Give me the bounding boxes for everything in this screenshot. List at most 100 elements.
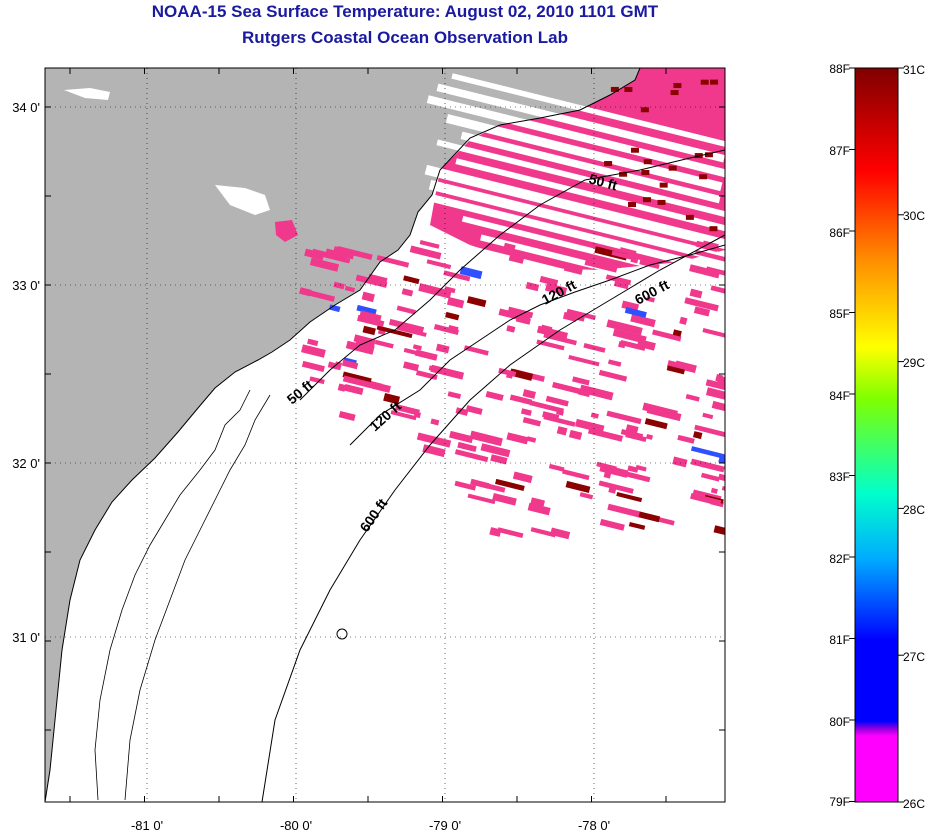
sst-pixel-strip (506, 432, 529, 445)
sst-pixel-strip (628, 521, 646, 530)
sst-pixel-strip (689, 288, 703, 299)
lat-label: 33 0' (12, 278, 40, 293)
sst-pixel-strip (409, 245, 442, 260)
colorbar-f-label: 81F (829, 633, 850, 647)
sst-pixel-strip (596, 461, 617, 471)
sst-pixel-strip (334, 361, 343, 371)
sst-pixel-strip (522, 416, 542, 427)
sst-pixel-strip (527, 502, 551, 516)
sst-warm-pixel (699, 174, 708, 180)
marsh-coastline (94, 389, 251, 801)
map-area: 50 ft 120 ft 600 ft 50 ft 120 ft 600 ft (45, 68, 725, 802)
sst-pixel-strip (526, 436, 537, 443)
sst-pixel-strip (599, 518, 625, 531)
sst-pixel-strip (539, 275, 559, 287)
sst-pixel-strip (551, 381, 583, 395)
sst-pixel-strip (469, 430, 503, 447)
sst-pixel-strip (620, 339, 646, 351)
sst-pixel-strip (412, 344, 422, 351)
sst-pixel-strip (467, 493, 496, 505)
sst-pixel-strip (433, 324, 459, 335)
cloud-gap (426, 95, 725, 183)
inland-lake (64, 88, 110, 100)
sst-pixel-strip (376, 255, 410, 268)
sst-pixel-strip (490, 454, 508, 465)
sst-pixel-strip (690, 446, 725, 460)
sst-pixel-strip (356, 304, 377, 316)
sst-warm-pixel (709, 226, 718, 232)
sst-pixel-strip (444, 286, 456, 294)
sst-pixel-strip (328, 304, 341, 313)
sst-pixel-strip (517, 250, 536, 260)
sst-pixel-strip (705, 266, 725, 278)
sst-pixel-strip (359, 310, 382, 323)
sst-pixel-strip (603, 470, 612, 479)
sst-warm-pixel (640, 107, 649, 113)
sst-pixel-strip (607, 359, 622, 367)
colorbar-c-label: 31C (903, 63, 925, 77)
sst-pixel-strip (426, 259, 452, 270)
colorbar (854, 67, 899, 803)
sst-pixel-strip (459, 266, 483, 280)
sst-pixel-strip (568, 429, 583, 441)
sst-pixel-strip (566, 308, 596, 321)
sst-pixel-strip (367, 273, 388, 286)
cloud-gap (455, 158, 725, 237)
sst-pixel-strip (371, 381, 391, 393)
sst-pixel-strip (627, 465, 639, 473)
lon-label: -81 0' (131, 818, 163, 832)
sst-pixel-strip (548, 463, 565, 472)
sst-pixel-strip (702, 328, 725, 340)
colorbar-c-label: 27C (903, 650, 925, 664)
sst-pixel-strip (666, 360, 686, 372)
sst-pixel-strip (485, 483, 506, 493)
inland-lake (215, 185, 270, 215)
axis-ticks (45, 68, 725, 802)
sst-warm-pixel (619, 171, 628, 177)
sst-warm-pixel (641, 170, 650, 176)
cloud-gap (451, 73, 725, 153)
sst-pixel-strip (692, 431, 703, 440)
sst-pixel-strip (394, 404, 420, 416)
sst-pixel-strip (672, 456, 688, 468)
sst-pixel-strip (309, 376, 325, 385)
sst-pixel-strip (414, 349, 438, 361)
sst-pixel-strip (530, 527, 556, 538)
map-frame (44, 67, 726, 803)
sst-pixel-strip (454, 480, 477, 491)
isobath-50ft (299, 149, 725, 401)
sst-pixel-strip (630, 257, 639, 264)
colorbar-c-label: 30C (903, 209, 925, 223)
colorbar-f-label: 88F (829, 62, 850, 76)
cloud-gap (428, 179, 718, 261)
sst-pixel-strip (341, 359, 359, 370)
sst-pixel-strip (419, 240, 440, 249)
sst-pixel-strip (325, 248, 354, 260)
sst-pixel-strip (396, 305, 416, 315)
sst-pixel-strip (435, 343, 450, 354)
sst-pixel-strip (545, 395, 569, 407)
sst-pixel-strip (447, 391, 462, 400)
sst-pixel-strip (579, 384, 614, 401)
sst-pixel-strip (590, 412, 599, 419)
sst-pixel-strip (470, 478, 490, 489)
sst-warm-pixel (624, 87, 633, 93)
sst-pixel-strip (556, 426, 568, 436)
colorbar-ticks (849, 67, 904, 803)
sst-pixel-strip (598, 480, 634, 494)
sst-pixel-strip (623, 470, 651, 483)
sst-warm-pixel (642, 197, 651, 203)
sst-pixel-strip (705, 387, 725, 403)
sst-pixel-strip (353, 334, 376, 347)
sst-pixel-strip (639, 259, 660, 269)
sst-pixel-strip (354, 341, 375, 354)
cloud-gap (460, 131, 721, 204)
sst-pixel-strip (522, 389, 536, 399)
sst-pixel-strip (361, 291, 375, 303)
sst-pixel-strip (495, 478, 525, 492)
colorbar-f-label: 80F (829, 715, 850, 729)
sst-pixel-strip (545, 282, 568, 296)
sst-pixel-strip (611, 250, 638, 261)
sst-pixel-strip (530, 497, 546, 508)
sst-pixel-strip (376, 325, 413, 339)
